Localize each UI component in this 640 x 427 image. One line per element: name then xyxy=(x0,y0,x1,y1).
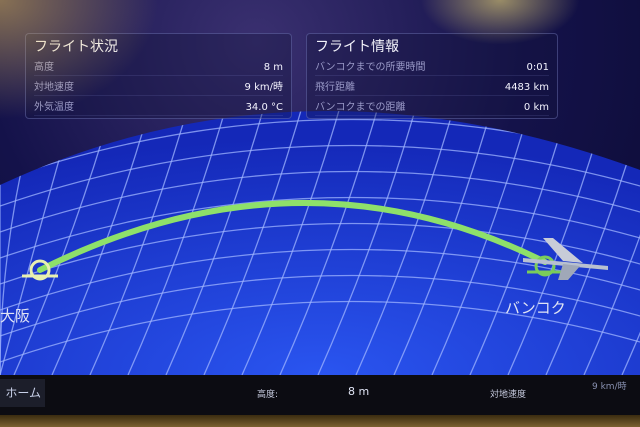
meridian-line xyxy=(583,111,640,375)
meridian-line xyxy=(621,111,640,375)
screen-bezel xyxy=(0,415,640,427)
origin-airport-icon xyxy=(22,259,58,281)
meridian-line xyxy=(393,111,495,375)
altitude-value: 8 m xyxy=(348,385,370,398)
row-value: 8 m xyxy=(263,62,283,73)
flight-map-screen: 大阪 バンコク フライト状況 高度 8 m 対地速度 9 km/時 外気温度 34.0… xyxy=(0,0,640,415)
destination-city-label: バンコク xyxy=(505,299,566,317)
meridian-line xyxy=(279,111,381,375)
row-label: 対地速度 xyxy=(34,82,74,93)
parallel-line xyxy=(0,144,640,207)
status-row: 対地速度 9 km/時 xyxy=(34,80,283,96)
route-map[interactable] xyxy=(0,0,640,375)
status-row: 外気温度 34.0 °C xyxy=(34,100,283,116)
row-label: 飛行距離 xyxy=(315,82,355,93)
altitude-label: 高度: xyxy=(257,390,279,400)
meridian-line xyxy=(355,111,457,375)
row-label: バンコクまでの所要時間 xyxy=(315,62,426,73)
row-value: 0 km xyxy=(523,102,549,113)
info-row: バンコクまでの所要時間 0:01 xyxy=(315,60,549,76)
ground-speed-value: 9 km/時 xyxy=(592,382,627,392)
row-label: バンコクまでの距離 xyxy=(315,102,406,113)
parallel-line xyxy=(0,248,640,311)
row-value: 9 km/時 xyxy=(244,82,283,93)
flight-route-arc xyxy=(37,200,548,273)
ground-speed-label: 対地速度 xyxy=(490,390,527,400)
meridian-line xyxy=(127,111,229,375)
row-value: 34.0 °C xyxy=(245,102,283,113)
parallel-line xyxy=(0,300,640,363)
status-row: 高度 8 m xyxy=(34,60,283,76)
meridian-line xyxy=(203,111,305,375)
panel-title: フライト情報 xyxy=(315,39,399,55)
row-label: 外気温度 xyxy=(34,102,74,113)
parallel-line xyxy=(0,196,640,259)
meridian-line xyxy=(89,111,191,375)
home-button[interactable]: ホーム xyxy=(0,379,45,407)
bottom-status-bar: ホーム 高度: 8 m 対地速度 9 km/時 xyxy=(0,375,640,415)
flight-info-panel: フライト情報 バンコクまでの所要時間 0:01 飛行距離 4483 km バンコクま… xyxy=(306,33,558,119)
flight-status-panel: フライト状況 高度 8 m 対地速度 9 km/時 外気温度 34.0 °C xyxy=(25,33,292,119)
meridian-line xyxy=(165,111,267,375)
meridian-line xyxy=(241,111,343,375)
row-value: 4483 km xyxy=(504,82,549,93)
row-value: 0:01 xyxy=(526,62,549,73)
panel-title: フライト状況 xyxy=(34,39,118,55)
parallel-line xyxy=(0,274,640,337)
info-row: 飛行距離 4483 km xyxy=(315,80,549,96)
row-label: 高度 xyxy=(34,62,54,73)
airplane-icon xyxy=(523,238,608,280)
parallel-line xyxy=(0,170,640,233)
info-row: バンコクまでの距離 0 km xyxy=(315,100,549,116)
destination-airport-icon xyxy=(527,255,563,277)
origin-city-label: 大阪 xyxy=(0,307,31,325)
meridian-line xyxy=(317,111,419,375)
